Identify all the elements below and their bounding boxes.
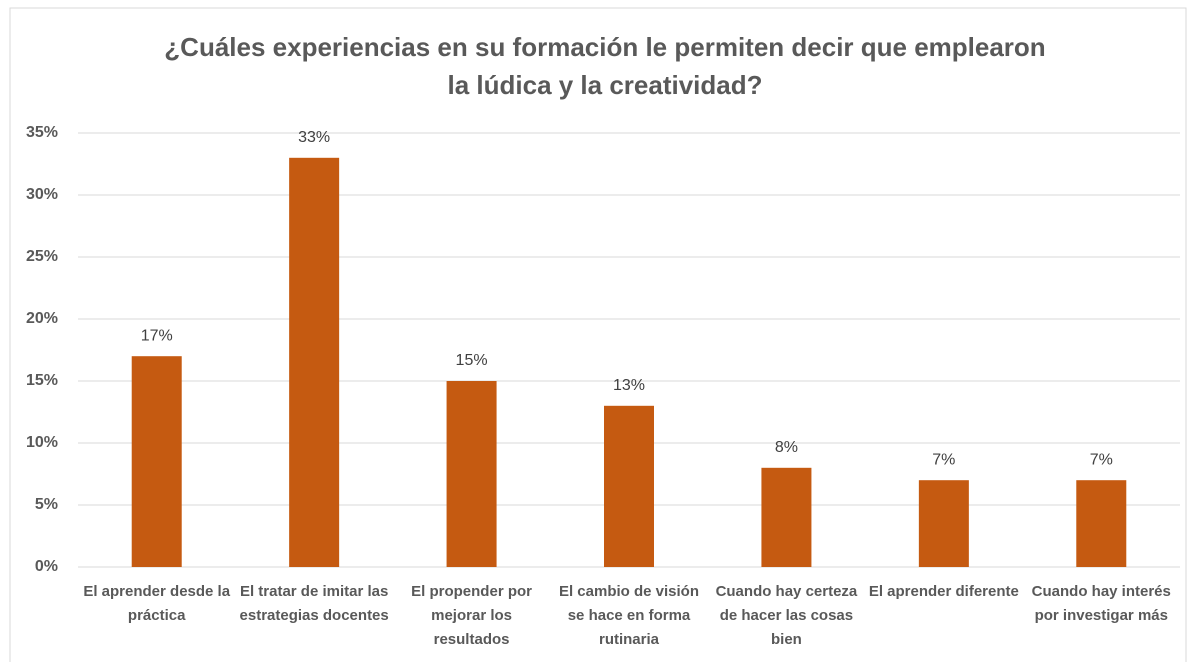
x-tick-label: Cuando hay interés por investigar más	[1031, 583, 1171, 624]
bar	[604, 405, 654, 567]
value-label: 7%	[1090, 451, 1113, 468]
chart-border	[9, 7, 1187, 662]
y-tick-label: 10%	[26, 434, 58, 451]
value-label: 15%	[456, 352, 488, 369]
bar	[761, 467, 812, 567]
y-tick-label: 0%	[35, 558, 58, 575]
bar	[446, 381, 497, 567]
y-tick-label: 30%	[26, 186, 58, 203]
bar	[1076, 480, 1127, 567]
bar	[289, 157, 340, 568]
x-tick-label: El propender por mejorar los resultados	[411, 583, 532, 648]
x-tick-label: El aprender desde la práctica	[83, 583, 231, 624]
x-tick-label: El cambio de visión se hace en forma rut…	[558, 583, 700, 648]
x-tick-label: El aprender diferente	[868, 583, 1019, 600]
y-tick-label: 20%	[26, 310, 58, 327]
bar	[131, 356, 182, 567]
value-label: 13%	[613, 377, 645, 394]
chart-title: ¿Cuáles experiencias en su formación le …	[164, 32, 1045, 62]
x-tick-label: Cuando hay certeza de hacer las cosas bi…	[715, 583, 858, 648]
y-tick-label: 25%	[26, 248, 58, 265]
bar	[918, 480, 969, 567]
chart-title: la lúdica y la creatividad?	[447, 70, 762, 100]
x-tick-label: El tratar de imitar las estrategias doce…	[239, 583, 389, 624]
y-tick-label: 15%	[26, 372, 58, 389]
value-label: 8%	[775, 439, 798, 456]
value-label: 7%	[932, 451, 955, 468]
y-tick-label: 5%	[35, 496, 58, 513]
y-tick-label: 35%	[26, 124, 58, 141]
value-label: 33%	[298, 129, 330, 146]
value-label: 17%	[141, 327, 173, 344]
